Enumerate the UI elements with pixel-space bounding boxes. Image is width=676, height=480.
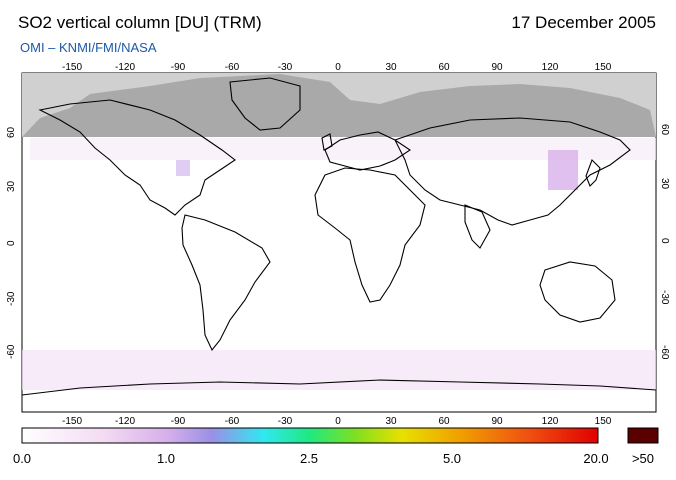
north-america-outline (38, 99, 236, 216)
lon-tick-bottom: -150 (61, 416, 83, 427)
so2-plume-north-america (176, 160, 190, 176)
africa-outline (314, 167, 426, 303)
lon-tick-top: -120 (114, 62, 136, 73)
japan-outline (585, 159, 601, 187)
lon-tick-bottom: -90 (170, 416, 186, 427)
map-title: SO2 vertical column [DU] (TRM) (18, 13, 262, 32)
lon-tick-top: -30 (277, 62, 293, 73)
antarctica-outline (22, 379, 656, 396)
india-outline (464, 204, 491, 249)
south-america-outline (181, 214, 271, 352)
lon-tick-top: 120 (541, 62, 559, 73)
map-date: 17 December 2005 (511, 13, 656, 32)
lon-tick-top: 90 (491, 62, 503, 73)
lon-tick-bottom: -120 (114, 416, 136, 427)
colorbar (21, 427, 599, 444)
lon-tick-bottom: 0 (335, 416, 341, 427)
lon-tick-bottom: 120 (541, 416, 559, 427)
lon-tick-top: 0 (335, 62, 341, 73)
so2-low-band-south (22, 350, 656, 390)
colorbar-label: 1.0 (156, 451, 176, 466)
australia-outline (539, 261, 616, 323)
colorbar-label: 20.0 (583, 451, 609, 466)
lon-tick-top: 30 (385, 62, 397, 73)
lon-tick-top: 150 (594, 62, 612, 73)
greenland-outline (229, 77, 301, 131)
lon-tick-bottom: 150 (594, 416, 612, 427)
lon-tick-bottom: 60 (438, 416, 450, 427)
lon-tick-bottom: 90 (491, 416, 503, 427)
lon-tick-top: -150 (61, 62, 83, 73)
lon-tick-top: -90 (170, 62, 186, 73)
colorbar-overflow-label: >50 (631, 451, 655, 466)
data-credit: OMI – KNMI/FMI/NASA (20, 40, 157, 55)
so2-low-band (30, 138, 656, 160)
lon-tick-top: -60 (224, 62, 240, 73)
uk-outline (321, 133, 333, 151)
colorbar-label: 5.0 (442, 451, 462, 466)
lon-tick-bottom: -30 (277, 416, 293, 427)
arctic-land (22, 74, 656, 137)
lon-tick-top: 60 (438, 62, 450, 73)
colorbar-overflow-swatch (627, 427, 659, 444)
asia-outline (394, 117, 631, 226)
colorbar-label: 2.5 (299, 451, 319, 466)
colorbar-label: 0.0 (12, 451, 32, 466)
lon-tick-bottom: -60 (224, 416, 240, 427)
so2-plume-east-asia (548, 150, 578, 190)
lon-tick-bottom: 30 (385, 416, 397, 427)
